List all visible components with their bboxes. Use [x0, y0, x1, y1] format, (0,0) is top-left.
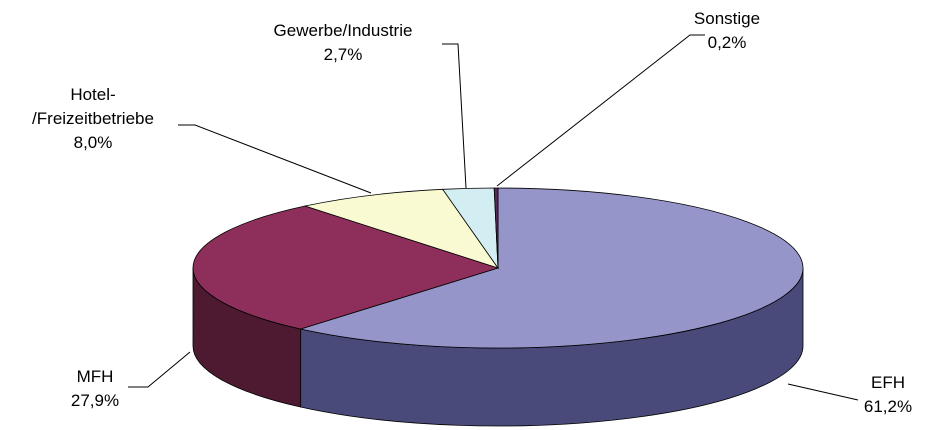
slice-name: /Freizeitbetriebe	[32, 109, 154, 128]
slice-name: MFH	[77, 367, 114, 386]
slice-name: Hotel-	[70, 85, 115, 104]
leader-line-hotel-freizeitbetriebe	[178, 124, 372, 194]
pie-tops	[192, 187, 804, 349]
pie-slice-efh	[299, 187, 804, 349]
slice-label-sonstige: Sonstige 0,2%	[694, 9, 760, 52]
slice-value: 8,0%	[74, 133, 113, 152]
leader-lines	[128, 34, 859, 401]
slice-name: EFH	[871, 373, 905, 392]
slice-label-hotel-freizeitbetriebe: Hotel- /Freizeitbetriebe 8,0%	[32, 85, 154, 152]
slice-label-gewerbe-industrie: Gewerbe/Industrie 2,7%	[274, 21, 413, 64]
slice-label-mfh: MFH 27,9%	[71, 367, 119, 410]
leader-line-efh	[787, 383, 859, 401]
slice-labels: EFH 61,2% MFH 27,9% Hotel- /Freizeitbetriebe 8…	[32, 9, 912, 416]
pie-slice-sonstige	[493, 187, 499, 269]
slice-name: Gewerbe/Industrie	[274, 21, 413, 40]
slice-value: 0,2%	[708, 33, 747, 52]
pie-slice-mfh	[192, 205, 500, 330]
slice-label-efh: EFH 61,2%	[864, 373, 912, 416]
pie-slice-hotel-freizeitbetriebe	[303, 188, 500, 269]
leader-line-gewerbe-industrie	[442, 43, 467, 189]
slice-value: 2,7%	[324, 45, 363, 64]
leader-line-mfh	[128, 351, 191, 388]
slice-value: 61,2%	[864, 397, 912, 416]
slice-name: Sonstige	[694, 9, 760, 28]
leader-line-sonstige	[496, 34, 705, 187]
slice-value: 27,9%	[71, 391, 119, 410]
